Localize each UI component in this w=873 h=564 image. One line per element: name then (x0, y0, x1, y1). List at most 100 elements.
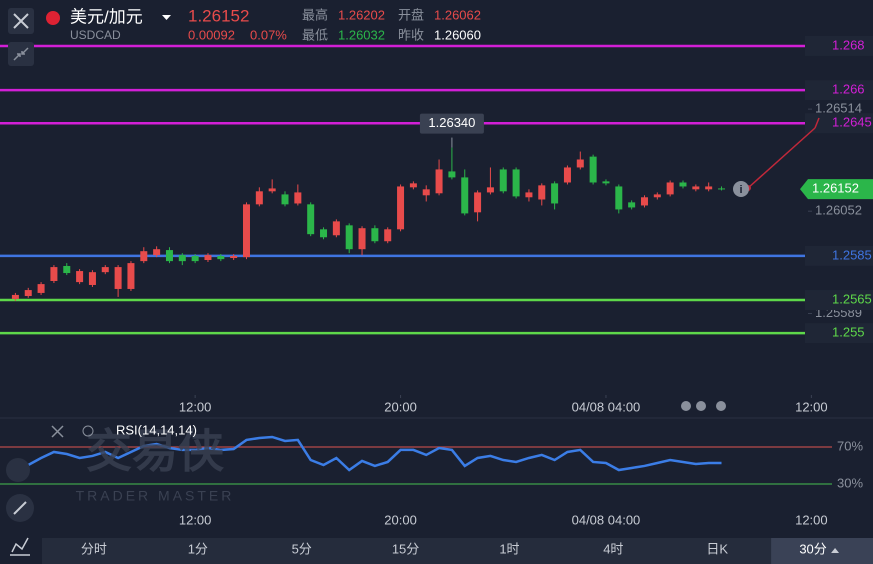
flag-icon (46, 11, 60, 25)
candle-body (563, 167, 571, 183)
stat-value: 1.26060 (434, 27, 481, 42)
candle-body (307, 204, 315, 235)
period-tab[interactable]: 日K (706, 541, 728, 556)
level-label: 1.2565 (832, 291, 872, 306)
page-dots[interactable] (681, 401, 726, 411)
info-icon[interactable] (733, 181, 749, 197)
level-tag (805, 80, 873, 101)
last-price-tag (800, 179, 873, 200)
candle-body (114, 267, 122, 289)
candle-body (358, 228, 366, 250)
candle-body (371, 228, 379, 242)
trend-line[interactable] (747, 117, 820, 189)
period-tab[interactable]: 5分 (292, 541, 312, 556)
dot (696, 401, 706, 411)
period-tab[interactable]: 30分 (799, 541, 826, 556)
candle-body (11, 294, 19, 299)
candle-body (435, 169, 443, 194)
level-label: 1.268 (832, 37, 865, 52)
info-glyph: i (739, 184, 742, 196)
candle-body (101, 267, 109, 273)
y-tick-label: 1.26052 (815, 203, 862, 218)
level-label: 1.2645 (832, 115, 872, 130)
dot (716, 401, 726, 411)
indicator-button[interactable] (10, 537, 30, 556)
candle-body (474, 192, 482, 213)
candle-body (24, 290, 32, 297)
stat-value: 1.26032 (338, 27, 385, 42)
candle-body (268, 188, 276, 192)
level-tag (805, 290, 873, 311)
change-pct: 0.07% (250, 27, 287, 42)
level-tag (805, 323, 873, 344)
x-tick-label: 20:00 (384, 399, 417, 414)
candle-body (153, 249, 161, 256)
period-tab[interactable]: 1时 (499, 541, 519, 556)
pair-name[interactable]: 美元/加元 (70, 7, 143, 26)
candle-body (88, 272, 96, 285)
period-tabs: 分时 1分 5分 15分 1时 4时 日K 30分 (81, 538, 873, 564)
candle-body (384, 229, 392, 242)
candle-body (242, 204, 250, 258)
candle-body (692, 186, 700, 190)
watermark-en: TRADER MASTER (76, 488, 235, 504)
x-tick-label: 12:00 (179, 399, 212, 414)
rsi-settings[interactable] (82, 425, 94, 437)
period-tab[interactable]: 4时 (603, 541, 623, 556)
x-tick-label: 20:00 (384, 512, 417, 527)
candle-body (140, 251, 148, 262)
close-icon (13, 13, 29, 29)
period-tab[interactable]: 15分 (392, 541, 419, 556)
rsi-close[interactable] (51, 425, 64, 438)
candle-body (718, 188, 726, 190)
volume-button[interactable] (6, 458, 30, 482)
candle-body (640, 197, 648, 206)
y-tick-label: 70% (837, 438, 863, 453)
change: 0.00092 (188, 27, 235, 42)
level-label: 1.2585 (832, 247, 872, 262)
candle-body (255, 191, 263, 205)
candle-body (615, 186, 623, 210)
stat-label: 最低 (302, 27, 328, 42)
candle-body (345, 225, 353, 250)
rsi-title: RSI(14,14,14) (116, 422, 197, 437)
candle-body (589, 156, 597, 183)
candle-body (666, 182, 674, 195)
candle-body (461, 177, 469, 214)
x-tick-label: 12:00 (795, 399, 828, 414)
stat-label: 昨收 (398, 27, 424, 42)
candle-body (320, 229, 328, 238)
candle-body (294, 192, 302, 204)
shrink-icon (13, 47, 29, 61)
dot (681, 401, 691, 411)
candle-body (576, 159, 584, 168)
candle-body (422, 189, 430, 196)
y-tick-label: 30% (837, 475, 863, 490)
price: 1.26152 (188, 6, 249, 25)
period-tab[interactable]: 分时 (81, 541, 107, 556)
candle-body (512, 169, 520, 197)
x-tick-label: 12:00 (795, 512, 828, 527)
period-tab[interactable]: 1分 (188, 541, 208, 556)
candle-body (76, 271, 84, 283)
candle-body (486, 187, 494, 193)
stat-value: 1.26202 (338, 7, 385, 22)
candle-body (538, 185, 546, 200)
active-tab (771, 538, 873, 564)
candle-body (448, 171, 456, 178)
candle-body (217, 256, 225, 260)
pen-icon (13, 501, 27, 515)
candle-body (178, 255, 186, 262)
candle-body (127, 263, 135, 289)
x-tick-label: 04/08 04:00 (572, 399, 641, 414)
candle-body (332, 221, 340, 236)
shrink-button[interactable] (8, 42, 34, 66)
candle-body (37, 284, 45, 293)
dropdown-icon[interactable] (162, 15, 171, 20)
annotation-box (419, 113, 484, 134)
candle-body (397, 186, 405, 230)
candle-body (602, 181, 610, 184)
